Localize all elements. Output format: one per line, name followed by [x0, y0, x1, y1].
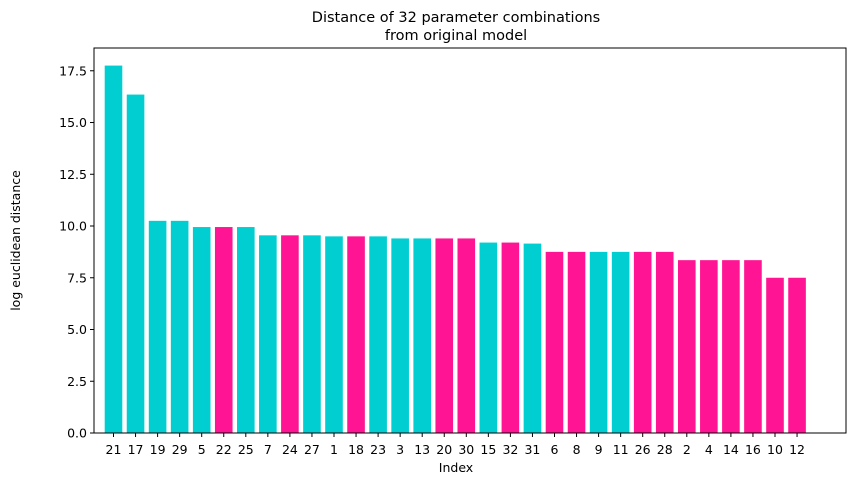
x-tick-label: 19 — [150, 442, 166, 457]
x-tick-label: 21 — [106, 442, 122, 457]
x-tick-label: 11 — [613, 442, 629, 457]
x-axis-label: Index — [439, 460, 473, 475]
x-tick-label: 31 — [524, 442, 540, 457]
x-tick-label: 10 — [767, 442, 783, 457]
bar-23 — [369, 236, 387, 433]
x-tick-label: 14 — [723, 442, 739, 457]
bar-14 — [722, 260, 740, 433]
bar-27 — [303, 235, 321, 433]
bar-19 — [148, 220, 167, 433]
x-tick-label: 17 — [128, 442, 144, 457]
y-tick-label: 0.0 — [67, 426, 87, 441]
y-tick-label: 15.0 — [59, 115, 87, 130]
bar-3 — [391, 238, 409, 433]
y-tick-label: 7.5 — [67, 270, 87, 285]
x-tick-label: 2 — [683, 442, 691, 457]
x-tick-label: 28 — [657, 442, 673, 457]
x-axis-ticks: 21 17 19 29 5 22 25 7 24 27 1 18 23 3 13 20 30 15 32 31 6 8 9 1… — [106, 433, 805, 457]
bar-11 — [611, 251, 630, 433]
x-tick-label: 7 — [264, 442, 272, 457]
bar-30 — [457, 238, 476, 433]
chart-title-line-2: from original model — [385, 28, 527, 44]
x-tick-label: 29 — [172, 442, 188, 457]
x-tick-label: 27 — [304, 442, 320, 457]
bar-15 — [479, 242, 498, 433]
x-tick-label: 25 — [238, 442, 254, 457]
bar-28 — [655, 251, 674, 433]
bar-6 — [545, 251, 564, 433]
bar-12 — [788, 277, 806, 433]
bar-17 — [126, 94, 145, 433]
bar-32 — [501, 242, 520, 433]
bar-20 — [435, 238, 454, 433]
bar-8 — [567, 251, 586, 433]
bar-7 — [259, 235, 277, 433]
y-tick-label: 10.0 — [59, 219, 87, 234]
bars-group — [104, 65, 806, 433]
x-tick-label: 24 — [282, 442, 298, 457]
bar-21 — [104, 65, 123, 433]
bar-22 — [214, 227, 233, 433]
x-tick-label: 16 — [745, 442, 761, 457]
x-tick-label: 22 — [216, 442, 232, 457]
x-tick-label: 15 — [480, 442, 496, 457]
bar-18 — [347, 236, 365, 433]
x-tick-label: 3 — [396, 442, 404, 457]
bar-26 — [633, 251, 652, 433]
x-tick-label: 9 — [595, 442, 603, 457]
x-tick-label: 5 — [198, 442, 206, 457]
bar-1 — [325, 236, 343, 433]
x-tick-label: 12 — [789, 442, 805, 457]
x-tick-label: 20 — [436, 442, 452, 457]
x-tick-label: 1 — [330, 442, 338, 457]
bar-5 — [192, 227, 211, 433]
bar-16 — [744, 260, 762, 433]
y-tick-label: 17.5 — [59, 63, 87, 78]
x-tick-label: 18 — [348, 442, 364, 457]
bar-24 — [281, 235, 299, 433]
x-tick-label: 23 — [370, 442, 386, 457]
bar-25 — [237, 227, 255, 433]
x-tick-label: 4 — [705, 442, 713, 457]
y-axis-label: log euclidean distance — [8, 170, 23, 311]
y-tick-label: 12.5 — [59, 167, 87, 182]
plot-frame — [93, 47, 847, 434]
y-tick-label: 5.0 — [67, 322, 87, 337]
bar-4 — [700, 260, 718, 433]
x-tick-label: 26 — [635, 442, 651, 457]
bar-2 — [678, 260, 696, 433]
bar-9 — [589, 251, 608, 433]
x-tick-label: 6 — [551, 442, 559, 457]
x-tick-label: 32 — [502, 442, 518, 457]
x-tick-label: 13 — [414, 442, 430, 457]
x-tick-label: 30 — [458, 442, 474, 457]
bar-13 — [413, 238, 431, 433]
bar-29 — [170, 220, 189, 433]
y-axis-ticks: 0.0 2.5 5.0 7.5 10.0 12.5 15.0 17.5 — [59, 63, 94, 441]
chart-title-line-1: Distance of 32 parameter combinations — [312, 10, 600, 26]
bar-10 — [766, 277, 784, 433]
bar-31 — [523, 243, 542, 433]
x-tick-label: 8 — [573, 442, 581, 457]
y-tick-label: 2.5 — [67, 374, 87, 389]
